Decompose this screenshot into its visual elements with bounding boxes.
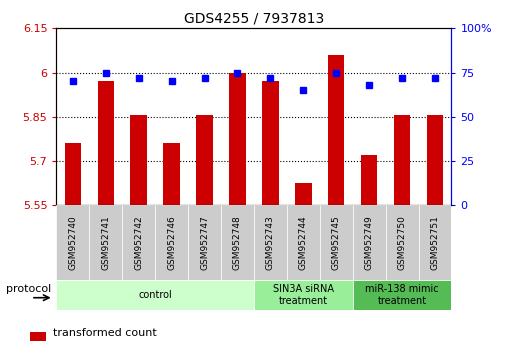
Text: GSM952747: GSM952747 xyxy=(200,215,209,270)
Bar xyxy=(196,115,213,205)
FancyBboxPatch shape xyxy=(155,205,188,280)
FancyBboxPatch shape xyxy=(254,280,353,310)
Text: GSM952746: GSM952746 xyxy=(167,215,176,270)
Bar xyxy=(164,143,180,205)
Text: GSM952748: GSM952748 xyxy=(233,215,242,270)
FancyBboxPatch shape xyxy=(188,205,221,280)
Bar xyxy=(295,183,311,205)
Bar xyxy=(328,55,344,205)
Text: SIN3A siRNA
treatment: SIN3A siRNA treatment xyxy=(273,284,334,306)
Title: GDS4255 / 7937813: GDS4255 / 7937813 xyxy=(184,12,324,26)
FancyBboxPatch shape xyxy=(122,205,155,280)
Bar xyxy=(65,143,81,205)
Bar xyxy=(130,115,147,205)
FancyBboxPatch shape xyxy=(287,205,320,280)
Bar xyxy=(427,115,443,205)
Text: GSM952741: GSM952741 xyxy=(101,215,110,270)
Text: control: control xyxy=(139,290,172,300)
Text: protocol: protocol xyxy=(6,284,51,294)
Bar xyxy=(361,155,378,205)
FancyBboxPatch shape xyxy=(353,205,386,280)
Text: GSM952751: GSM952751 xyxy=(430,215,440,270)
FancyBboxPatch shape xyxy=(419,205,451,280)
Bar xyxy=(30,332,46,341)
FancyBboxPatch shape xyxy=(353,280,451,310)
FancyBboxPatch shape xyxy=(386,205,419,280)
Text: transformed count: transformed count xyxy=(53,328,157,338)
FancyBboxPatch shape xyxy=(320,205,353,280)
Text: GSM952750: GSM952750 xyxy=(398,215,407,270)
FancyBboxPatch shape xyxy=(56,280,254,310)
Text: GSM952749: GSM952749 xyxy=(365,215,373,270)
Text: GSM952745: GSM952745 xyxy=(332,215,341,270)
Text: GSM952742: GSM952742 xyxy=(134,215,143,270)
FancyBboxPatch shape xyxy=(254,205,287,280)
Text: GSM952744: GSM952744 xyxy=(299,215,308,270)
FancyBboxPatch shape xyxy=(221,205,254,280)
FancyBboxPatch shape xyxy=(89,205,122,280)
Text: GSM952743: GSM952743 xyxy=(266,215,275,270)
FancyBboxPatch shape xyxy=(56,205,89,280)
Bar xyxy=(229,73,246,205)
Text: miR-138 mimic
treatment: miR-138 mimic treatment xyxy=(365,284,439,306)
Text: GSM952740: GSM952740 xyxy=(68,215,77,270)
Bar xyxy=(97,81,114,205)
Bar xyxy=(262,81,279,205)
Bar xyxy=(394,115,410,205)
